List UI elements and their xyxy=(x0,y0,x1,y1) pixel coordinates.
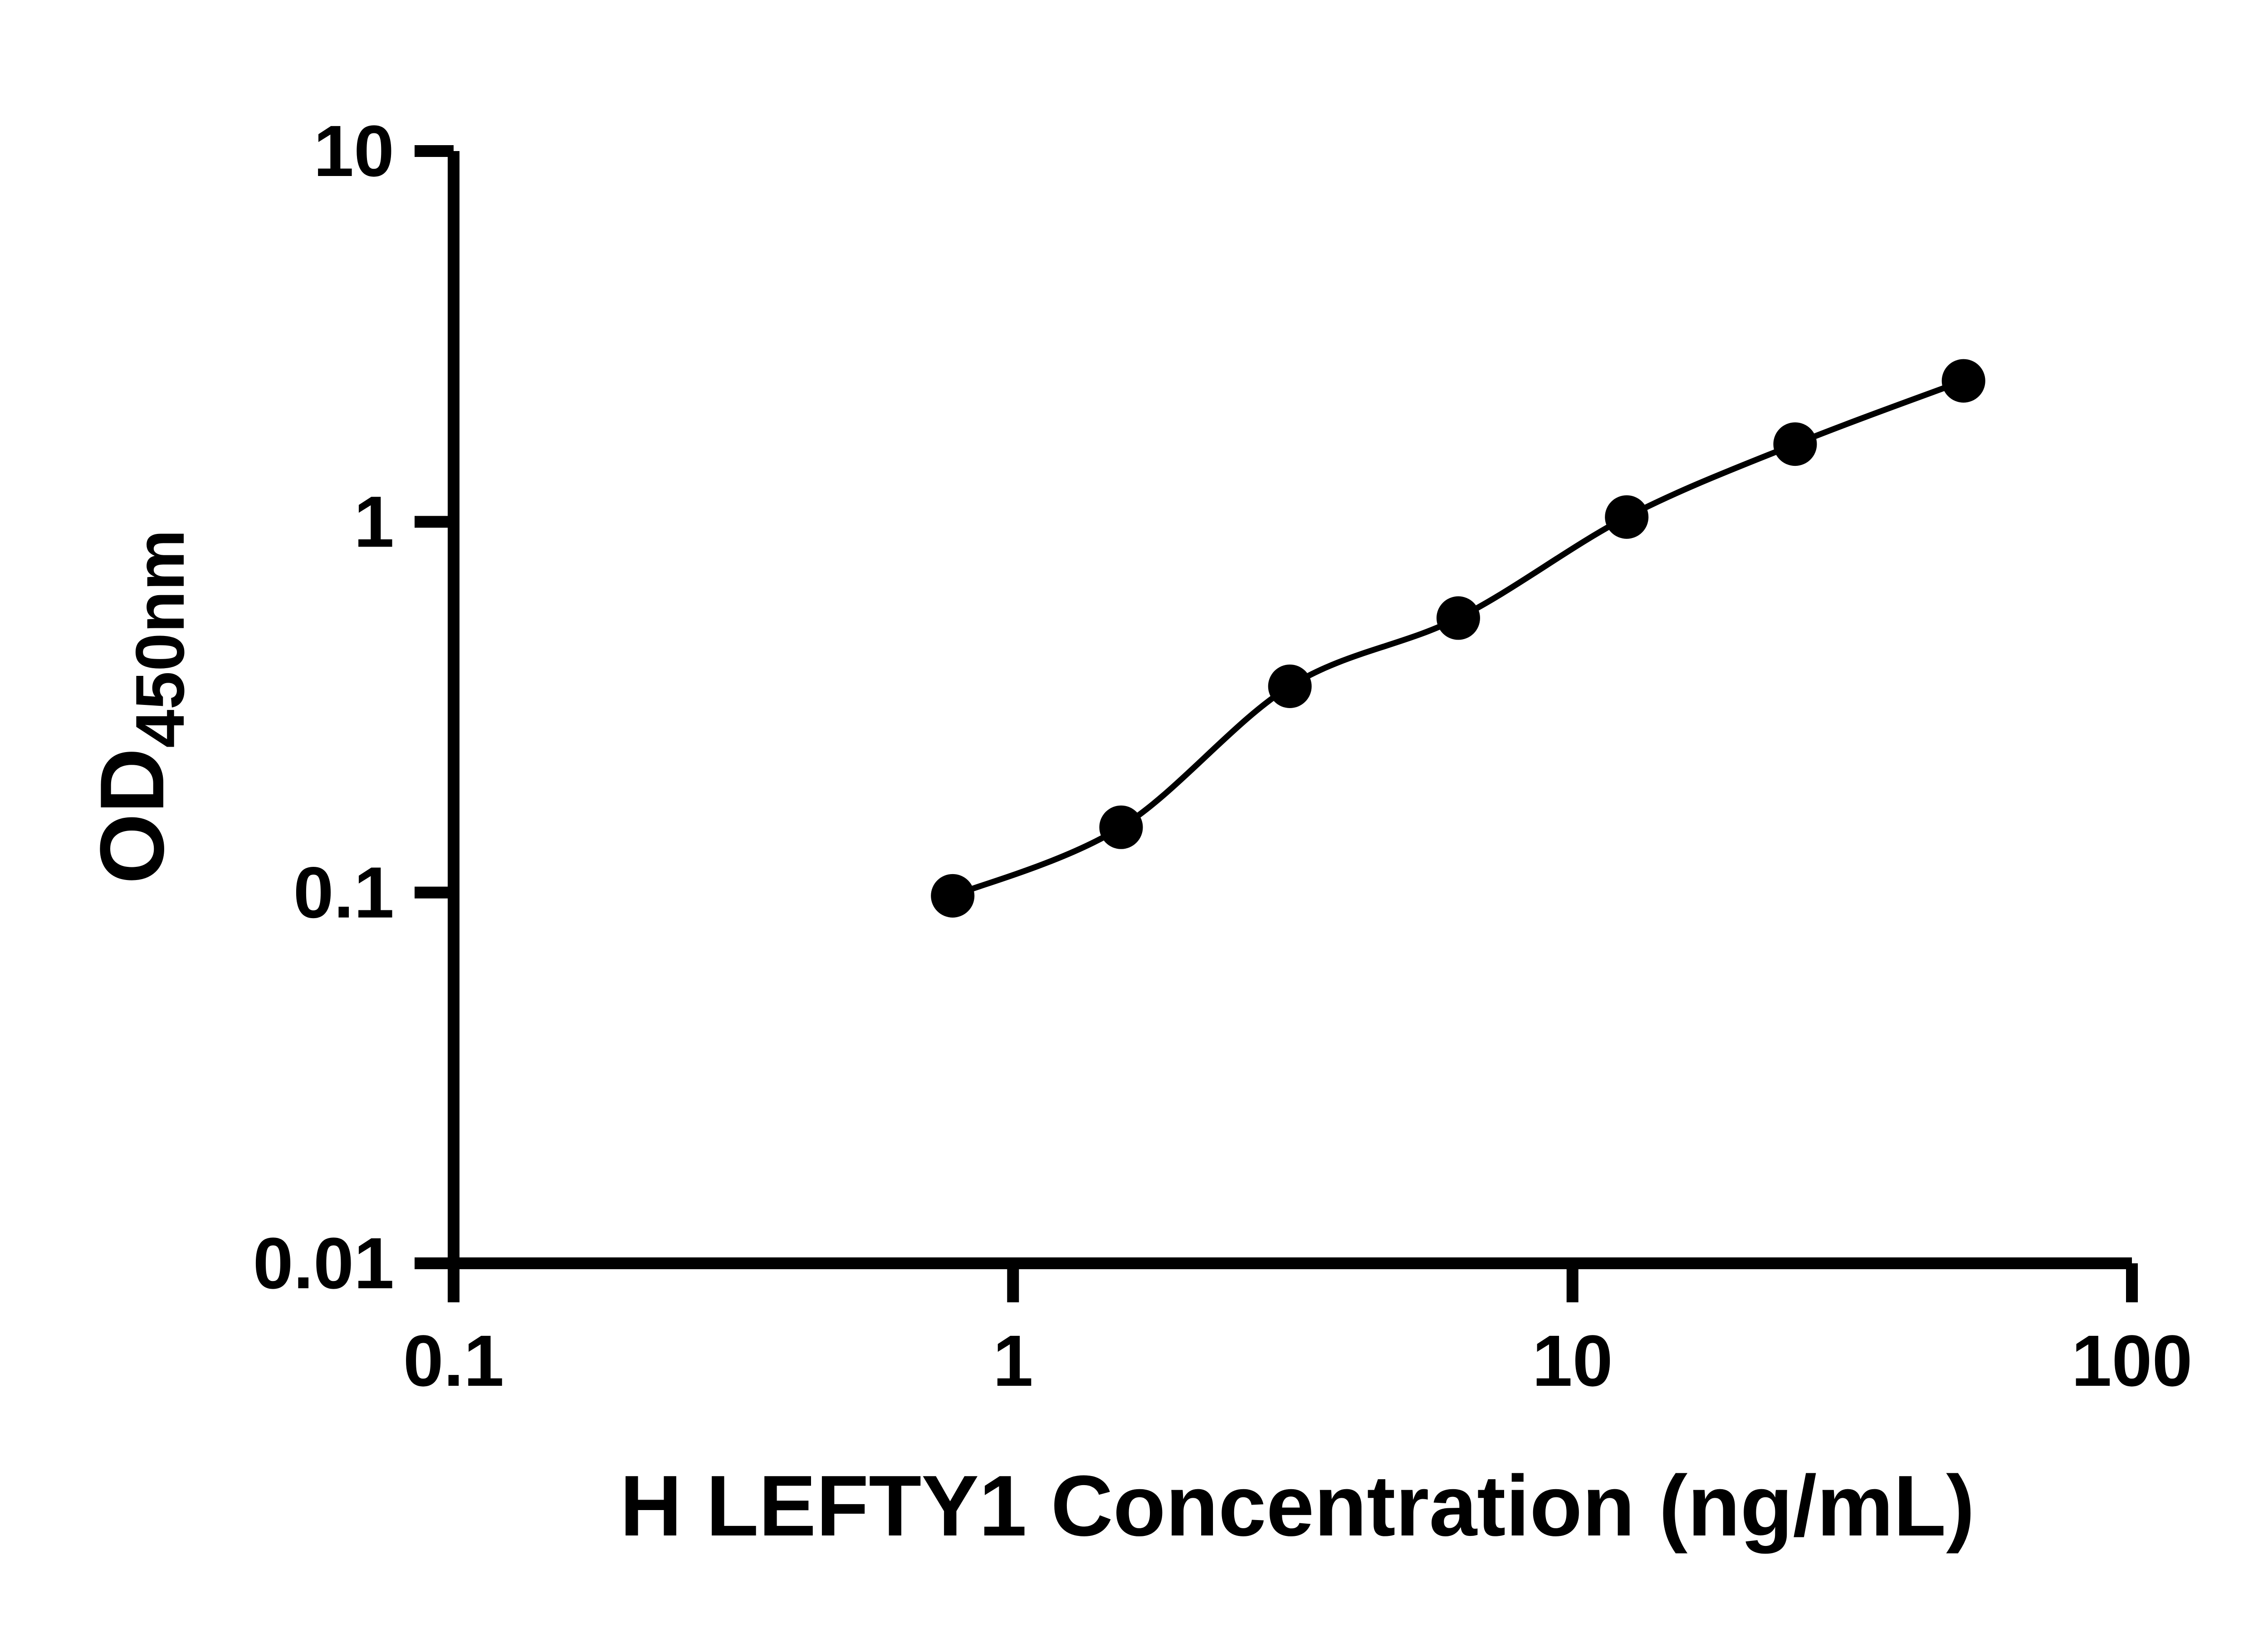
x-tick-label: 0.1 xyxy=(403,1320,504,1401)
y-axis-title-subscript: 450nm xyxy=(122,529,199,748)
data-point xyxy=(1941,359,1985,403)
y-axis-title-main: OD xyxy=(82,748,183,884)
data-point xyxy=(1605,495,1649,539)
data-point xyxy=(931,874,975,918)
x-tick-label: 100 xyxy=(2072,1320,2193,1401)
y-tick-label: 10 xyxy=(313,110,394,191)
x-tick-label: 10 xyxy=(1532,1320,1613,1401)
data-point xyxy=(1268,664,1312,708)
x-tick-label: 1 xyxy=(993,1320,1033,1401)
y-tick-label: 1 xyxy=(354,481,394,562)
y-axis-title: OD450nm xyxy=(82,529,199,884)
y-tick-label: 0.01 xyxy=(253,1222,394,1304)
y-tick-label: 0.1 xyxy=(293,852,394,933)
series-layer xyxy=(931,359,1985,918)
data-point xyxy=(1773,422,1817,466)
data-point xyxy=(1099,805,1143,849)
x-axis-title: H LEFTY1 Concentration (ng/mL) xyxy=(620,1458,1975,1554)
data-point xyxy=(1436,596,1480,640)
